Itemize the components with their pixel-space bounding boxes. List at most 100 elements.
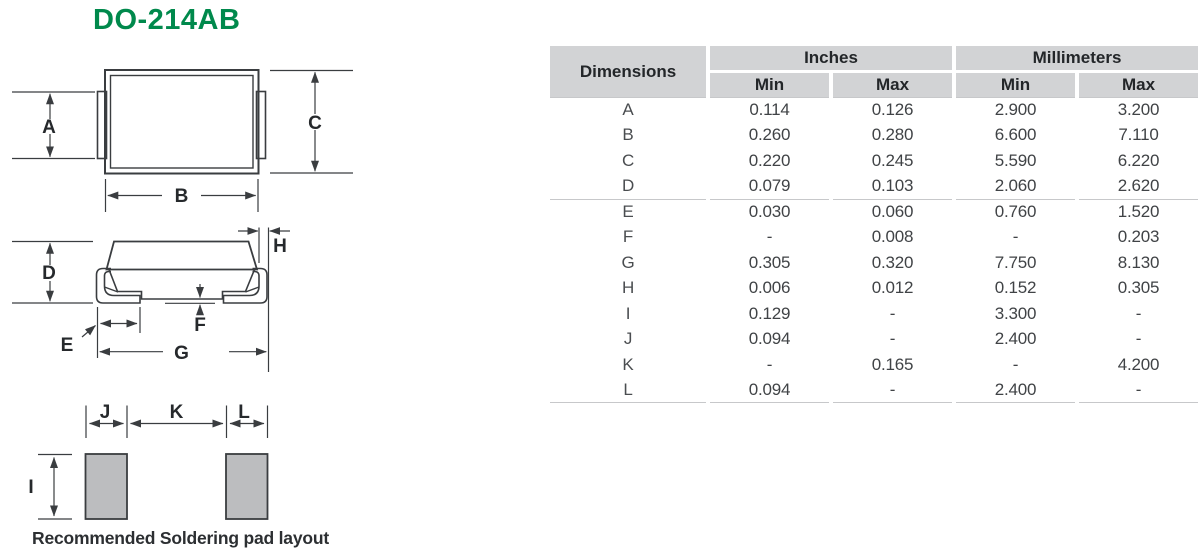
dimension-value-cell: - [889,303,896,323]
header-dimensions: Dimensions [550,46,706,97]
dim-label-g: G [174,343,189,364]
right-solder-pad [225,453,269,520]
side-view-diagram: D H F E G [12,227,290,372]
dim-label-a: A [42,117,56,138]
dimension-value-cell: 0.103 [871,176,914,196]
dimension-value-cell: - [833,378,952,403]
dim-h-extension-lines [258,227,270,372]
header-inches-min: Min [710,73,829,97]
header-mm-min: Min [956,73,1075,97]
dimension-value-cell: 7.750 [994,252,1037,272]
pad-layout-diagram: J K L I [28,402,269,520]
header-group-inches: Inches [710,46,952,73]
dim-label-d: D [42,263,56,284]
dimension-value-cell: - [1012,227,1019,247]
header-inches-max: Max [833,73,952,97]
body-lower-outline [108,269,256,300]
dim-a-extension-lines [12,91,95,160]
dimension-value-cell: 0.260 [748,125,791,145]
dimension-letter-cell: F [622,227,634,247]
dim-jkl-tick-lines [85,405,269,438]
dimension-letter-cell: D [621,176,635,196]
dimension-value-cell: 0.008 [871,227,914,247]
body-outline-outer [104,69,260,175]
dimension-value-cell: 7.110 [1118,125,1159,145]
dimension-letter-cell: G [621,252,635,272]
dimension-value-cell: - [766,227,773,247]
dimension-value-cell: 0.245 [871,150,914,170]
dim-label-j: J [100,402,111,423]
dimension-value-cell: 0.152 [994,278,1037,298]
dimension-value-cell: 0.094 [748,329,791,349]
dimension-value-cell: 0.320 [871,252,914,272]
package-outline-drawing: A C B D H F E G [12,69,353,520]
dimension-value-cell: 0.060 [833,199,952,225]
right-lead [222,267,268,304]
dim-label-h: H [273,236,287,257]
dimension-value-cell: - [1135,303,1142,323]
dimension-value-cell: 8.130 [1117,252,1160,272]
dimension-letter-cell: L [550,378,706,403]
left-lead [95,267,141,304]
dim-e-leader-arrow [81,325,96,338]
dimension-value-cell: 0.114 [710,97,829,123]
dimension-value-cell: 6.220 [1117,150,1160,170]
dimension-value-cell: 0.129 [748,303,791,323]
dimension-value-cell: 0.280 [871,125,914,145]
pad-layout-caption: Recommended Soldering pad layout [32,528,329,548]
dim-e-extension-lines [96,307,141,358]
dim-label-c: C [308,113,322,134]
dimension-letter-cell: C [621,150,635,170]
dimension-value-cell: 0.126 [833,97,952,123]
dim-label-l: L [238,402,250,423]
dimension-value-cell: 0.165 [871,354,914,374]
dimension-value-cell: 2.400 [956,378,1075,403]
dimension-letter-cell: J [623,329,633,349]
dimension-value-cell: 0.006 [748,278,791,298]
dim-d-extension-lines [12,240,93,304]
header-mm-max: Max [1079,73,1198,97]
dimensions-table: Dimensions Inches Millimeters Min Max Mi… [550,46,1198,403]
dimension-value-cell: 0.012 [871,278,914,298]
dim-i-tick-lines [38,453,72,520]
dimension-value-cell: 2.900 [956,97,1075,123]
left-terminal-tab [96,90,108,160]
dimension-value-cell: 0.094 [710,378,829,403]
dimension-value-cell: 2.400 [994,329,1037,349]
dim-label-k: K [170,402,184,423]
dimension-value-cell: 2.060 [994,176,1037,196]
dimension-value-cell: 0.203 [1117,227,1160,247]
dimension-letter-cell: H [621,278,635,298]
dimension-value-cell: 3.300 [994,303,1037,323]
dim-c-extension-lines [270,69,353,174]
right-terminal-tab [255,90,267,160]
page-title: DO-214AB [93,4,241,36]
dimension-value-cell: 5.590 [994,150,1037,170]
dimension-value-cell: 0.305 [1117,278,1160,298]
dimension-value-cell: 4.200 [1117,354,1160,374]
dim-label-f: F [194,315,206,336]
dim-label-e: E [61,335,74,356]
dimension-value-cell: 2.620 [1117,176,1160,196]
dimension-letter-cell: K [622,354,634,374]
top-view-diagram: A C B [12,69,353,212]
dimension-letter-cell: B [622,125,634,145]
dimension-value-cell: 3.200 [1079,97,1198,123]
dimension-value-cell: 0.760 [956,199,1075,225]
dimension-value-cell: 0.079 [748,176,791,196]
body-outline-inner [109,74,254,169]
dimension-value-cell: - [889,329,896,349]
dim-label-i: I [28,477,33,498]
body-top-outline [105,240,259,271]
dimension-value-cell: 0.305 [748,252,791,272]
dimension-value-cell: 0.220 [748,150,791,170]
dimension-value-cell: 0.030 [710,199,829,225]
dimension-value-cell: - [1079,378,1198,403]
table-header: Dimensions Inches Millimeters Min Max Mi… [550,46,1198,97]
left-lead-bend-line [104,286,119,293]
dimension-value-cell: 1.520 [1079,199,1198,225]
table-body: A 0.114 0.126 2.900 3.200 B 0.260 0.280 6.600 7.1… [550,97,1198,403]
dimension-letter-cell: A [550,97,706,123]
dim-label-b: B [175,186,189,207]
dimension-letter-cell: I [625,303,631,323]
